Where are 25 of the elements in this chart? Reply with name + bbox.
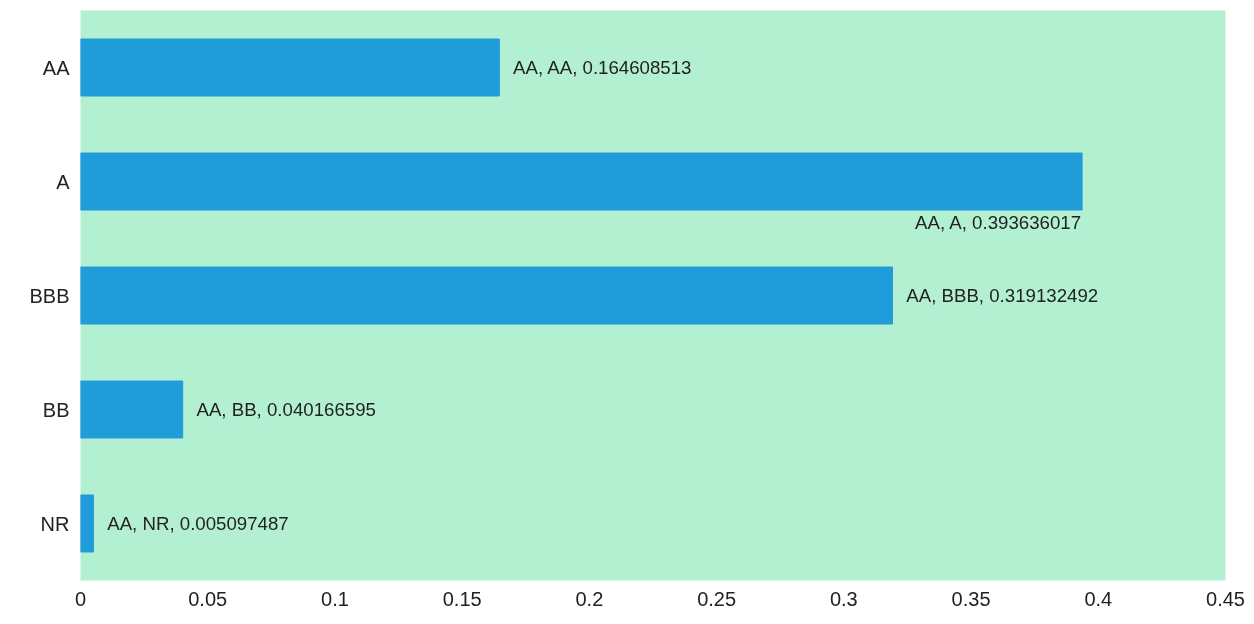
data-label: AA, AA, 0.164608513 (513, 57, 692, 78)
bar (80, 152, 1083, 211)
data-label: AA, BBB, 0.319132492 (906, 285, 1099, 306)
y-tick-label: A (56, 170, 71, 193)
y-tick-label: BBB (29, 284, 70, 307)
x-tick-label: 0.4 (1084, 587, 1113, 610)
x-tick-label: 0.2 (575, 587, 604, 610)
data-label: AA, A, 0.393636017 (915, 211, 1082, 233)
x-tick-label: 0.1 (321, 587, 349, 610)
x-tick-label: 0.35 (951, 587, 991, 610)
y-tick-label: AA (42, 56, 71, 79)
bar (80, 38, 500, 97)
x-tick-label: 0.3 (829, 587, 858, 610)
x-tick-label: 0.15 (442, 587, 482, 610)
bar (80, 494, 94, 553)
y-tick-label: NR (40, 512, 70, 535)
x-tick-label: 0.25 (697, 587, 737, 610)
data-label: AA, BB, 0.040166595 (196, 399, 376, 420)
x-tick-label: 0.45 (1206, 587, 1245, 610)
bar (80, 266, 894, 325)
data-label: AA, NR, 0.005097487 (107, 513, 289, 534)
x-tick-label: 0.05 (188, 587, 228, 610)
y-tick-label: BB (42, 398, 70, 421)
bar (80, 380, 184, 439)
x-tick-label: 0 (74, 587, 87, 610)
